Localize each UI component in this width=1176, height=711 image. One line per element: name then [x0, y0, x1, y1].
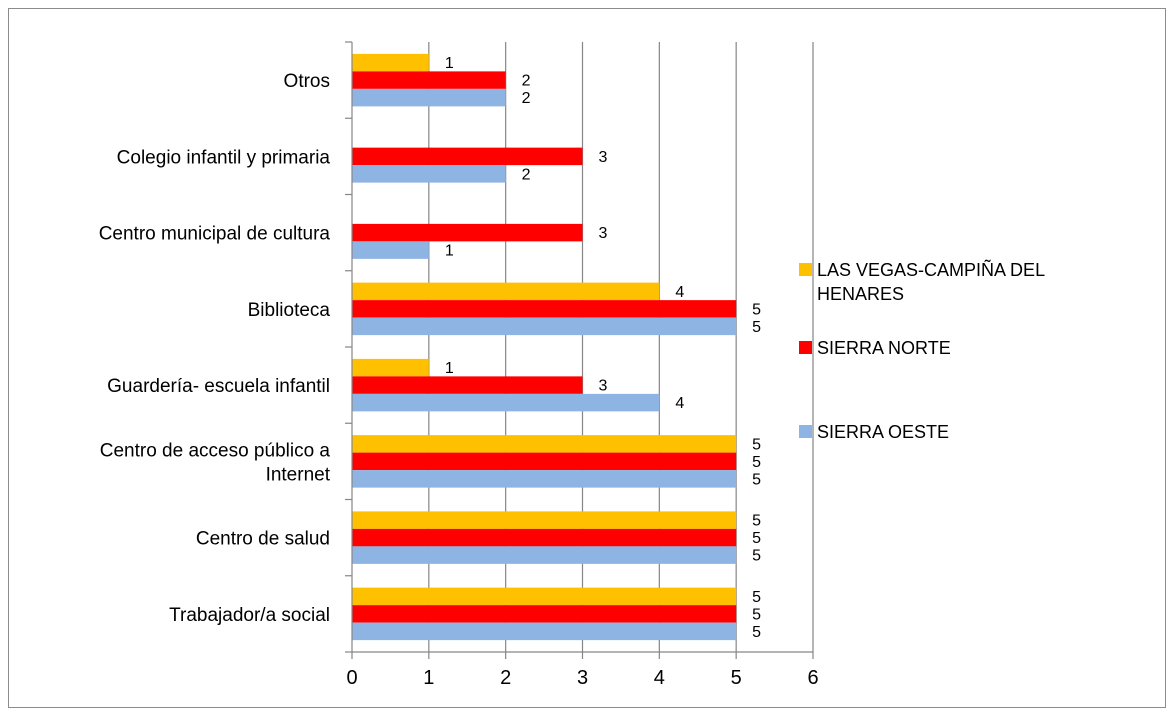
bar — [352, 546, 737, 564]
legend-label: HENARES — [817, 284, 904, 304]
x-tick-label: 6 — [807, 667, 818, 689]
x-tick-label: 1 — [423, 667, 434, 689]
bar — [352, 452, 737, 471]
bar — [352, 376, 583, 394]
bar — [352, 147, 583, 166]
data-label: 2 — [522, 73, 531, 90]
data-label: 5 — [752, 301, 761, 318]
category-label: Colegio infantil y primaria — [117, 147, 331, 168]
data-label: 5 — [752, 589, 761, 606]
bar — [352, 300, 737, 318]
bar — [352, 605, 737, 623]
x-tick-label: 5 — [731, 667, 742, 689]
bar — [352, 511, 737, 529]
data-label: 5 — [752, 624, 761, 641]
legend-label: SIERRA OESTE — [817, 422, 949, 442]
data-label: 2 — [522, 90, 531, 107]
data-label: 5 — [752, 454, 761, 471]
bar — [352, 223, 583, 242]
data-label: 3 — [599, 378, 608, 395]
bar — [352, 241, 429, 259]
data-label: 1 — [445, 243, 454, 260]
bar — [352, 470, 737, 488]
category-label: Centro municipal de cultura — [99, 224, 331, 245]
x-tick-label: 0 — [346, 667, 357, 689]
data-label: 4 — [675, 284, 684, 301]
category-label: Otros — [284, 71, 330, 92]
bar — [352, 88, 506, 107]
category-label: Centro de acceso público a — [100, 440, 331, 461]
data-label: 1 — [445, 360, 454, 377]
legend-label: LAS VEGAS-CAMPIÑA DEL — [817, 259, 1045, 280]
category-label: Biblioteca — [248, 300, 331, 321]
x-tick-label: 2 — [500, 667, 511, 689]
bar — [352, 282, 660, 301]
data-label: 3 — [599, 149, 608, 166]
legend-swatch — [799, 425, 812, 438]
bar — [352, 53, 429, 72]
legend-swatch — [799, 263, 812, 276]
data-label: 2 — [522, 166, 531, 183]
data-label: 5 — [752, 606, 761, 623]
data-label: 5 — [752, 471, 761, 488]
data-label: 3 — [599, 225, 608, 242]
bar — [352, 435, 737, 453]
legend-swatch — [799, 341, 812, 354]
data-label: 4 — [675, 395, 684, 412]
bar — [352, 165, 506, 183]
bar — [352, 528, 737, 547]
data-label: 5 — [752, 319, 761, 336]
data-label: 5 — [752, 513, 761, 530]
data-label: 5 — [752, 436, 761, 453]
x-tick-label: 3 — [577, 667, 588, 689]
chart-frame: 5 5 5 5 5 5 5 5 5 1 3 4 4 5 5 3 1 3 2 1 2 2 0 1 2 3 4 5 6 Trabajador/… — [8, 8, 1166, 708]
data-label: 5 — [752, 548, 761, 565]
x-tick-label: 4 — [654, 667, 665, 689]
bar — [352, 317, 737, 336]
bar — [352, 622, 737, 641]
data-label: 1 — [445, 55, 454, 72]
bar — [352, 358, 429, 377]
data-label: 5 — [752, 530, 761, 547]
bar — [352, 587, 737, 606]
bar — [352, 71, 506, 89]
category-label: Centro de salud — [196, 529, 330, 550]
category-label: Trabajador/a social — [169, 605, 330, 626]
legend-label: SIERRA NORTE — [817, 338, 951, 358]
bar — [352, 393, 660, 412]
category-label: Internet — [266, 464, 331, 485]
category-label: Guardería- escuela infantil — [107, 376, 330, 397]
